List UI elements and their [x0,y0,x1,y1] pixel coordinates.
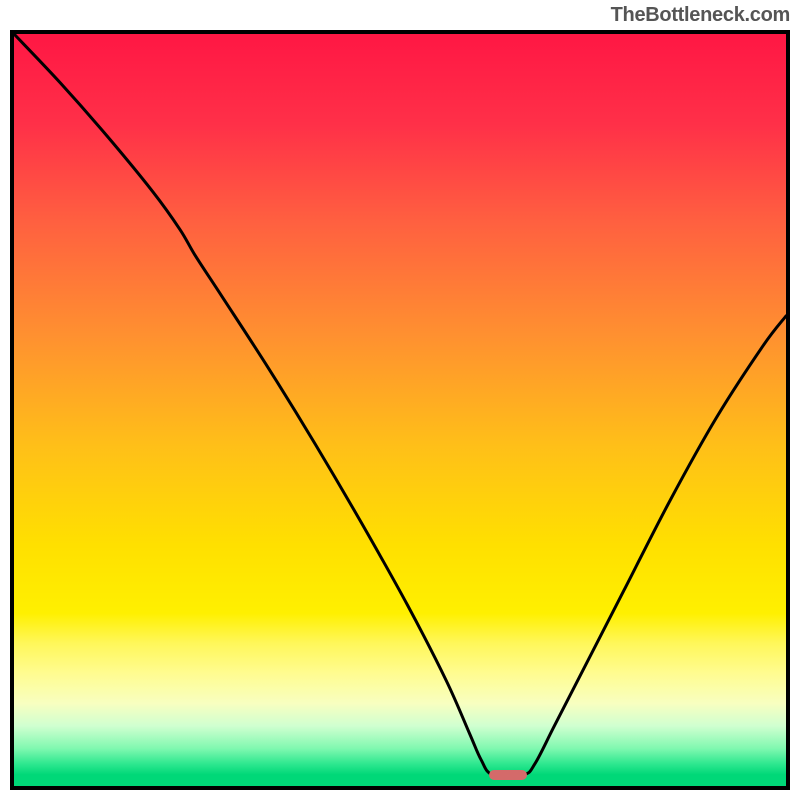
chart-frame [10,30,790,790]
minimum-marker [489,770,527,780]
watermark-text: TheBottleneck.com [611,4,790,27]
curve-path [14,34,786,776]
bottleneck-curve [14,34,786,786]
